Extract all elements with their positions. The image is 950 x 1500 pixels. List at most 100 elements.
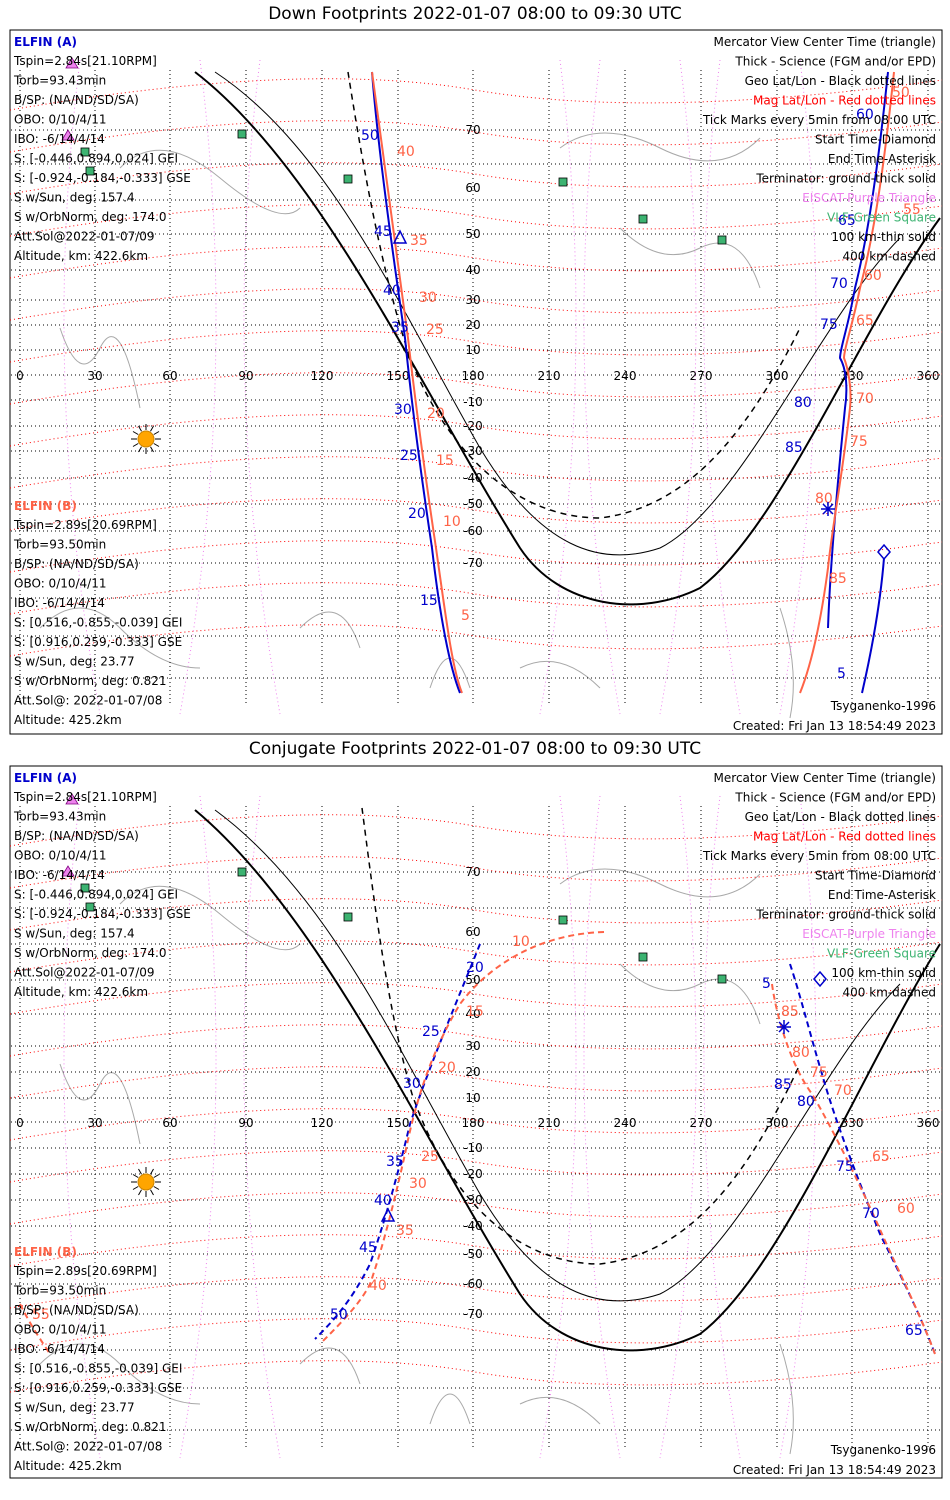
- elfin-b-info-line: Att.Sol@: 2022-01-07/08: [14, 1440, 162, 1454]
- elfin-a-info-line: Tspin=2.84s[21.10RPM]: [13, 54, 157, 68]
- coastline: [59, 1063, 141, 1145]
- terminator-ground: [194, 809, 941, 1352]
- elfin-b-time-label: 50: [892, 85, 910, 101]
- mag-longitude-line: [539, 795, 577, 1459]
- end-time-asterisk: [821, 502, 835, 516]
- elfin-b-time-label: 55: [903, 202, 921, 218]
- vlf-green-square: [558, 915, 568, 925]
- elfin-b-time-label: 35: [396, 1223, 414, 1239]
- elfin-a-name: ELFIN (A): [14, 771, 77, 785]
- elfin-b-time-label: 25: [426, 322, 444, 338]
- elfin-a-info-line: Altitude, km: 422.6km: [14, 985, 148, 999]
- vlf-green-square: [343, 174, 353, 184]
- coastline: [779, 1343, 794, 1455]
- elfin-a-time-label: 65: [838, 213, 856, 229]
- elfin-a-time-label: 70: [830, 276, 848, 292]
- elfin-a-info-line: B/SP: (NA/ND/SD/SA): [14, 93, 139, 107]
- elfin-b-time-label: 5: [461, 608, 470, 624]
- elfin-a-track: [861, 557, 885, 694]
- vlf-green-square: [85, 902, 95, 912]
- elfin-a-info-line: Altitude, km: 422.6km: [14, 249, 148, 263]
- latitude-label: -50: [463, 497, 483, 511]
- elfin-b-info-line: Torb=93.50min: [13, 538, 106, 552]
- latitude-label: 60: [465, 925, 480, 939]
- latitude-label: -60: [463, 524, 483, 538]
- elfin-b-track: [771, 983, 936, 1355]
- elfin-a-track: [371, 71, 461, 694]
- legend-entry: Start Time-Diamond: [815, 869, 936, 883]
- elfin-b-time-label: 40: [369, 1278, 387, 1294]
- longitude-label: 60: [162, 369, 177, 383]
- elfin-a-time-label: 30: [403, 1076, 421, 1092]
- coastline: [429, 1393, 471, 1425]
- longitude-label: 120: [311, 1116, 334, 1130]
- latitude-label: -50: [463, 1247, 483, 1261]
- vlf-green-square: [638, 214, 648, 224]
- elfin-a-info-line: S w/OrbNorm, deg: 174.0: [14, 210, 166, 224]
- elfin-a-time-label: 25: [400, 448, 418, 464]
- latitude-label: 50: [465, 973, 480, 987]
- elfin-b-time-label: 55: [32, 1307, 50, 1323]
- elfin-a-time-label: 5: [762, 976, 771, 992]
- vlf-green-square: [638, 952, 648, 962]
- elfin-b-time-label: 70: [856, 391, 874, 407]
- model-name: Tsyganenko-1996: [830, 699, 936, 713]
- elfin-b-info-line: Altitude: 425.2km: [14, 713, 122, 727]
- legend-entry: Thick - Science (FGM and/or EPD): [734, 791, 936, 805]
- elfin-a-time-label: 35: [386, 1154, 404, 1170]
- vlf-green-square: [717, 235, 727, 245]
- elfin-a-info-line: Torb=93.43min: [13, 810, 106, 824]
- elfin-a-time-label: 65: [905, 1323, 923, 1339]
- longitude-label: 30: [87, 1116, 102, 1130]
- created-timestamp: Created: Fri Jan 13 18:54:49 2023: [733, 719, 936, 733]
- latitude-label: -20: [463, 419, 483, 433]
- legend-entry: Thick - Science (FGM and/or EPD): [734, 55, 936, 69]
- elfin-a-info-line: Att.Sol@2022-01-07/09: [14, 230, 155, 244]
- elfin-b-time-label: 65: [872, 1149, 890, 1165]
- elfin-a-track: [314, 943, 481, 1340]
- legend-entry: VLF-Green Square: [827, 947, 936, 961]
- elfin-a-time-label: 45: [359, 1240, 377, 1256]
- longitude-label: 210: [538, 369, 561, 383]
- elfin-b-time-label: 75: [810, 1065, 828, 1081]
- conjugate-panel-title: Conjugate Footprints 2022-01-07 08:00 to…: [248, 739, 702, 759]
- eiscat-purple-triangle: [61, 865, 75, 877]
- elfin-b-time-label: 60: [897, 1201, 915, 1217]
- elfin-a-time-label: 60: [856, 107, 874, 123]
- coastline: [119, 885, 301, 951]
- elfin-b-info-line: OBO: 0/10/4/11: [14, 1323, 107, 1337]
- elfin-b-time-label: 25: [421, 1149, 439, 1165]
- longitude-label: 150: [387, 1116, 410, 1130]
- latitude-label: 30: [465, 293, 480, 307]
- coastline: [619, 963, 761, 1025]
- conjugate-footprints-map: 0 30 60 90 120 150 180 210 240 270 300 330 360 70 60 50…: [9, 765, 943, 1479]
- vlf-green-square: [237, 867, 247, 877]
- elfin-a-time-label: 85: [785, 440, 803, 456]
- longitude-label: 210: [538, 1116, 561, 1130]
- elfin-b-time-label: 75: [850, 434, 868, 450]
- elfin-b-info-line: B/SP: (NA/ND/SD/SA): [14, 557, 139, 571]
- coastline: [519, 1396, 601, 1425]
- elfin-a-info-line: Tspin=2.84s[21.10RPM]: [13, 790, 157, 804]
- elfin-a-info-line: B/SP: (NA/ND/SD/SA): [14, 829, 139, 843]
- legend-entry: 100 km-thin solid: [831, 230, 936, 244]
- latitude-label: -70: [463, 556, 483, 570]
- coastline: [299, 1347, 361, 1385]
- elfin-b-time-label: 80: [792, 1045, 810, 1061]
- elfin-b-info-line: S: [0.916,0.259,-0.333] GSE: [14, 1381, 182, 1395]
- latitude-label: 20: [465, 318, 480, 332]
- elfin-b-time-label: 10: [512, 934, 530, 950]
- elfin-a-info-line: S: [-0.446,0.894,0.024] GEI: [14, 152, 178, 166]
- terminator-100km: [214, 809, 901, 1302]
- elfin-a-time-label: 50: [330, 1307, 348, 1323]
- model-name: Tsyganenko-1996: [830, 1443, 936, 1457]
- mag-longitude-line: [659, 795, 697, 1459]
- latitude-label: 40: [465, 263, 480, 277]
- start-time-diamond: [813, 970, 827, 988]
- latitude-label: -30: [463, 444, 483, 458]
- elfin-b-track: [19, 1303, 51, 1355]
- longitude-label: 300: [766, 1116, 789, 1130]
- mag-longitude-line: [179, 795, 217, 1459]
- elfin-b-info-line: S: [0.516,-0.855,-0.039] GEI: [14, 1362, 182, 1376]
- elfin-b-info-line: IBO: -6/14/4/14: [14, 1342, 105, 1356]
